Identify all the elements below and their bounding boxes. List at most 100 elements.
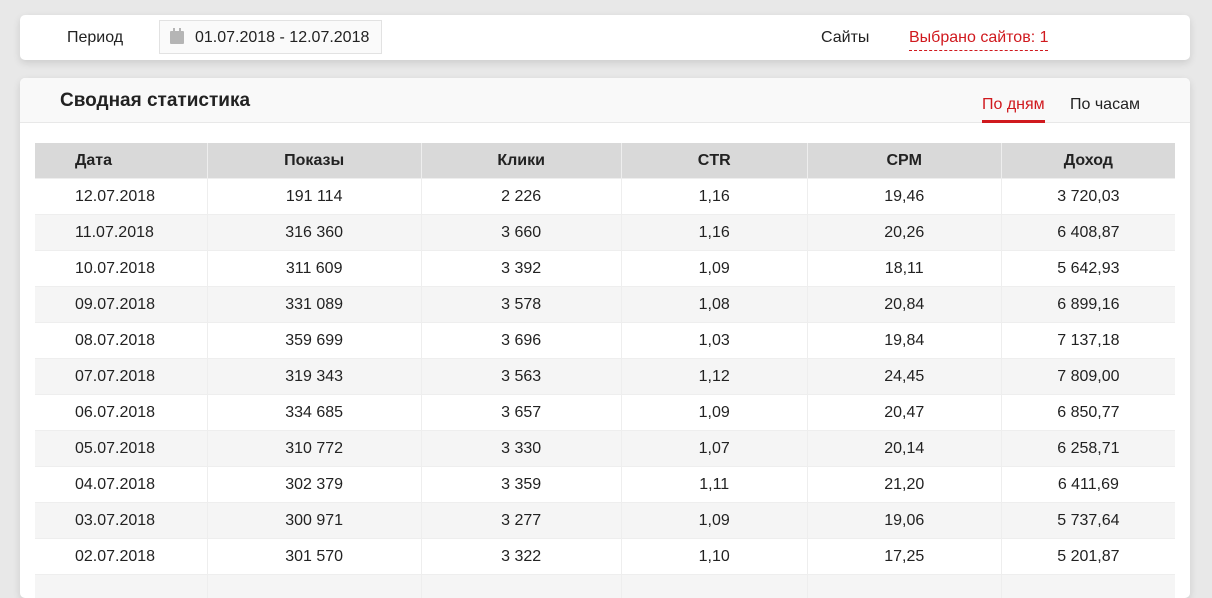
table-cell: 20,26 <box>807 215 1001 251</box>
summary-stats-panel: Сводная статистика По дням По часам Дата… <box>20 78 1190 598</box>
table-cell: 7 137,18 <box>1001 323 1175 359</box>
table-cell: 319 343 <box>207 359 421 395</box>
table-cell: 301 570 <box>207 539 421 575</box>
table-cell: 18,11 <box>807 251 1001 287</box>
table-cell: 20,84 <box>807 287 1001 323</box>
table-cell: 07.07.2018 <box>35 359 207 395</box>
table-cell: 1,16 <box>621 179 807 215</box>
period-label: Период <box>67 29 123 47</box>
table-cell: 311 609 <box>207 251 421 287</box>
table-cell: 21,20 <box>807 467 1001 503</box>
table-cell: 1,10 <box>621 539 807 575</box>
table-cell <box>1001 575 1175 598</box>
table-cell: 6 899,16 <box>1001 287 1175 323</box>
table-cell: 2 226 <box>421 179 621 215</box>
table-cell: 191 114 <box>207 179 421 215</box>
table-cell: 1,09 <box>621 395 807 431</box>
table-cell <box>807 575 1001 598</box>
column-header[interactable]: Показы <box>207 143 421 179</box>
table-cell: 1,11 <box>621 467 807 503</box>
tab-by-hours[interactable]: По часам <box>1070 96 1140 120</box>
table-cell: 1,07 <box>621 431 807 467</box>
table-cell: 3 322 <box>421 539 621 575</box>
column-header[interactable]: Клики <box>421 143 621 179</box>
table-cell: 310 772 <box>207 431 421 467</box>
table-cell: 5 737,64 <box>1001 503 1175 539</box>
column-header[interactable]: CPM <box>807 143 1001 179</box>
table-cell: 20,14 <box>807 431 1001 467</box>
table-cell: 3 696 <box>421 323 621 359</box>
table-cell: 3 657 <box>421 395 621 431</box>
table-cell: 1,09 <box>621 251 807 287</box>
table-cell: 331 089 <box>207 287 421 323</box>
table-cell: 19,06 <box>807 503 1001 539</box>
table-cell: 1,03 <box>621 323 807 359</box>
column-header[interactable]: CTR <box>621 143 807 179</box>
table-cell: 02.07.2018 <box>35 539 207 575</box>
date-range-picker[interactable]: 01.07.2018 - 12.07.2018 <box>159 20 382 54</box>
page-title: Сводная статистика <box>60 90 250 112</box>
table-cell: 3 359 <box>421 467 621 503</box>
table-cell: 5 201,87 <box>1001 539 1175 575</box>
table-cell: 6 850,77 <box>1001 395 1175 431</box>
table-cell: 04.07.2018 <box>35 467 207 503</box>
column-header[interactable]: Дата <box>35 143 207 179</box>
column-header[interactable]: Доход <box>1001 143 1175 179</box>
table-cell: 6 411,69 <box>1001 467 1175 503</box>
table-cell: 05.07.2018 <box>35 431 207 467</box>
table-cell <box>621 575 807 598</box>
table-cell: 06.07.2018 <box>35 395 207 431</box>
table-cell: 24,45 <box>807 359 1001 395</box>
table-cell: 6 408,87 <box>1001 215 1175 251</box>
tab-by-days[interactable]: По дням <box>982 96 1045 123</box>
table-cell: 3 277 <box>421 503 621 539</box>
table-cell: 3 563 <box>421 359 621 395</box>
table-cell: 6 258,71 <box>1001 431 1175 467</box>
table-cell: 359 699 <box>207 323 421 359</box>
table-cell: 3 660 <box>421 215 621 251</box>
filter-bar: Период 01.07.2018 - 12.07.2018 Сайты Выб… <box>20 15 1190 60</box>
table-cell: 10.07.2018 <box>35 251 207 287</box>
table-cell <box>421 575 621 598</box>
table-cell: 3 578 <box>421 287 621 323</box>
table-cell: 316 360 <box>207 215 421 251</box>
sites-selector[interactable]: Выбрано сайтов: 1 <box>909 29 1048 51</box>
table-cell: 300 971 <box>207 503 421 539</box>
table-cell: 20,47 <box>807 395 1001 431</box>
table-cell: 3 392 <box>421 251 621 287</box>
table-cell: 19,46 <box>807 179 1001 215</box>
table-cell <box>35 575 207 598</box>
table-cell: 1,08 <box>621 287 807 323</box>
table-cell: 1,16 <box>621 215 807 251</box>
table-cell: 09.07.2018 <box>35 287 207 323</box>
table-cell: 1,12 <box>621 359 807 395</box>
panel-header: Сводная статистика По дням По часам <box>20 78 1190 123</box>
table-row <box>35 575 1175 598</box>
table-cell: 17,25 <box>807 539 1001 575</box>
table-cell: 11.07.2018 <box>35 215 207 251</box>
table-cell: 3 720,03 <box>1001 179 1175 215</box>
date-range-value: 01.07.2018 - 12.07.2018 <box>195 29 369 47</box>
calendar-icon <box>170 31 184 44</box>
table-cell: 3 330 <box>421 431 621 467</box>
table-cell: 19,84 <box>807 323 1001 359</box>
table-cell: 03.07.2018 <box>35 503 207 539</box>
table-cell: 302 379 <box>207 467 421 503</box>
table-cell: 334 685 <box>207 395 421 431</box>
table-cell: 1,09 <box>621 503 807 539</box>
sites-label: Сайты <box>821 29 869 47</box>
table-cell: 12.07.2018 <box>35 179 207 215</box>
